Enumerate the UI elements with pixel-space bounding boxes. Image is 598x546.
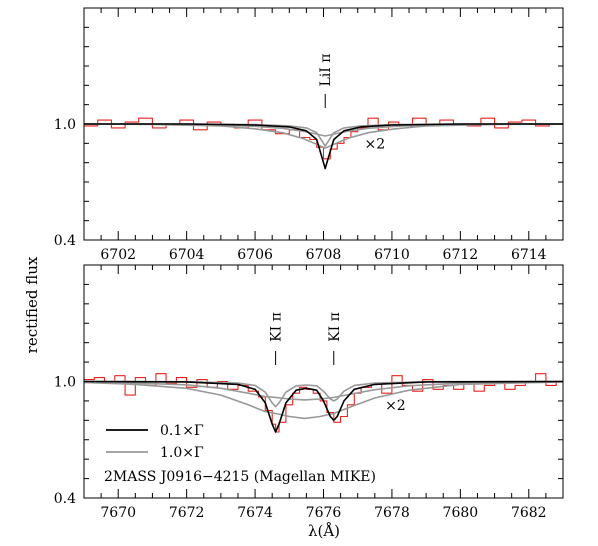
- model-narrow-scaled-line: [84, 380, 563, 408]
- x-tick-label: 6708: [306, 247, 342, 263]
- x-tick-label: 6704: [169, 247, 205, 263]
- model-broad-scaled-line: [84, 123, 563, 137]
- x-axis-title: λ(Å): [308, 522, 340, 540]
- legend-label: 0.1×Γ: [160, 423, 204, 439]
- x-tick-label: 7670: [100, 505, 136, 521]
- legend-caption: 2MASS J0916−4215 (Magellan MIKE): [104, 469, 376, 485]
- model-broad-line: [84, 123, 563, 149]
- x-tick-label: 6712: [443, 247, 479, 263]
- x-tick-label: 6706: [237, 247, 273, 263]
- top-panel-lithium: 6702 6704 6706 6708 6710 6712 6714 0.4 1.0 LiI π ×…: [54, 7, 564, 263]
- y-tick-label: 0.4: [54, 233, 76, 249]
- model-narrow-line: [84, 380, 563, 433]
- spectral-line-label: KI π: [327, 312, 343, 342]
- y-tick-label: 1.0: [54, 375, 76, 391]
- model-broad-line: [84, 381, 563, 420]
- x-tick-label: 7674: [237, 505, 273, 521]
- y-axis-title: rectified flux: [23, 256, 41, 353]
- plot-area: [84, 373, 563, 433]
- spectral-line-label: KI π: [269, 312, 285, 342]
- model-broad-scaled-line: [84, 380, 563, 401]
- scale-annotation: ×2: [385, 398, 406, 414]
- x-tick-label: 7678: [374, 505, 410, 521]
- y-tick-label: 1.0: [54, 117, 76, 133]
- x-tick-label: 6714: [511, 247, 547, 263]
- observed-spectrum-line: [84, 373, 563, 433]
- model-narrow-line: [84, 123, 563, 170]
- bottom-panel-potassium: 7670 7672 7674 7676 7678 7680 7682 0.4 1.0 KI π KI…: [54, 264, 564, 521]
- x-tick-label: 7676: [306, 505, 342, 521]
- x-tick-label: 6702: [100, 247, 136, 263]
- legend-label: 1.0×Γ: [160, 445, 204, 461]
- spectral-line-label: LiI π: [318, 54, 334, 87]
- x-tick-label: 7682: [511, 505, 547, 521]
- x-tick-label: 7680: [443, 505, 479, 521]
- scale-annotation: ×2: [365, 136, 386, 152]
- x-tick-label: 6710: [374, 247, 410, 263]
- plot-area: [84, 117, 563, 170]
- x-tick-label: 7672: [169, 505, 205, 521]
- y-tick-label: 0.4: [54, 491, 76, 507]
